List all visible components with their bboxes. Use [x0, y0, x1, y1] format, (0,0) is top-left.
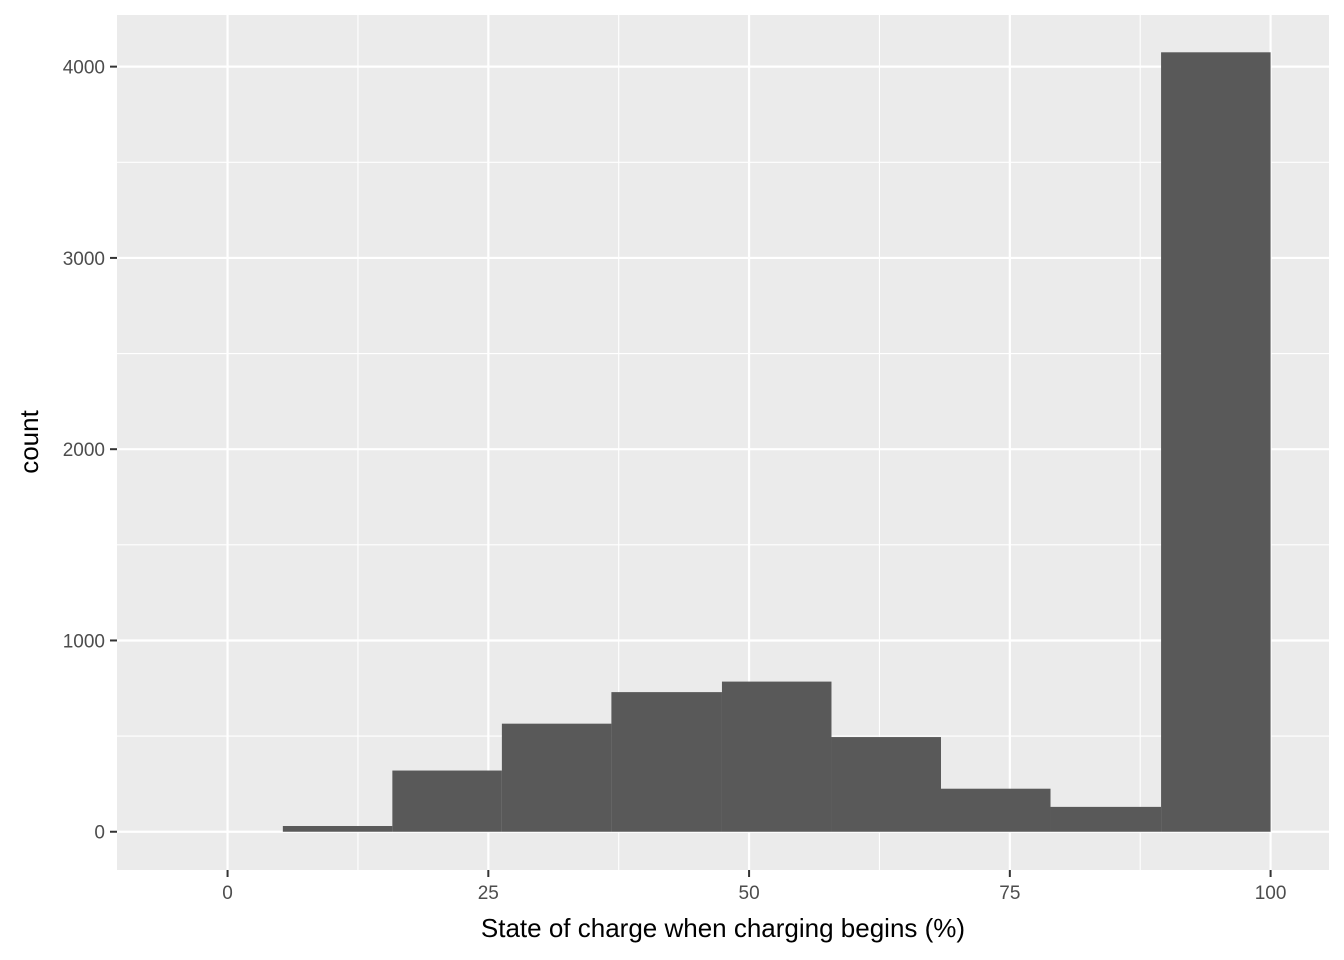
y-axis: 0 1000 2000 3000 4000 — [63, 58, 117, 844]
y-tick-label: 1000 — [63, 631, 105, 652]
x-tick-label: 100 — [1255, 883, 1287, 904]
histogram-bar-4 — [611, 692, 722, 832]
x-tick-label: 25 — [478, 883, 499, 904]
histogram-bars — [282, 52, 1271, 832]
y-tick-label: 4000 — [63, 58, 105, 79]
x-axis: 0 25 50 75 100 — [222, 870, 1286, 904]
x-tick-label: 0 — [222, 883, 233, 904]
histogram-bar-8 — [1050, 806, 1162, 832]
histogram-bar-7 — [940, 788, 1051, 832]
y-axis-title: count — [14, 409, 44, 473]
x-axis-title: State of charge when charging begins (%) — [481, 913, 965, 943]
y-tick-label: 3000 — [63, 249, 105, 270]
histogram-bar-2 — [392, 770, 502, 832]
y-tick-label: 2000 — [63, 440, 105, 461]
y-tick-label: 0 — [94, 823, 105, 844]
histogram-bar-3 — [501, 723, 612, 832]
minor-gridlines — [117, 15, 1329, 870]
x-tick-label: 75 — [999, 883, 1020, 904]
histogram-bar-9 — [1161, 52, 1271, 832]
histogram-bar-5 — [721, 681, 832, 832]
histogram-bar-6 — [831, 737, 941, 832]
x-tick-label: 50 — [739, 883, 760, 904]
histogram-bar-1 — [282, 826, 393, 832]
